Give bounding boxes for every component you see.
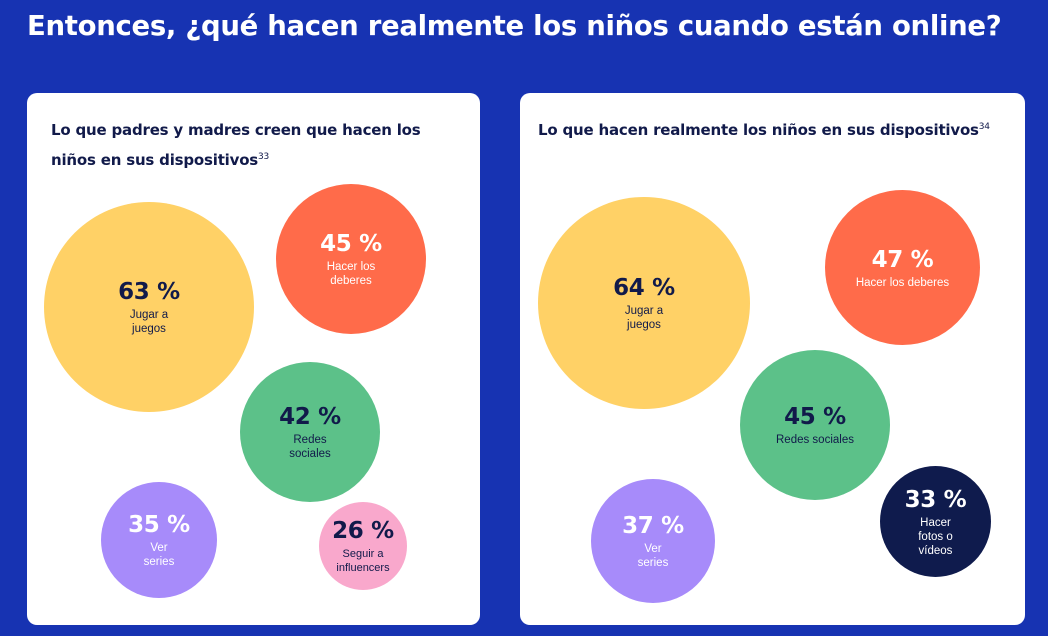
bubble-jugar-a-juegos: 64 % Jugar a juegos: [538, 197, 750, 409]
bubble-value: 42 %: [279, 404, 341, 430]
page-title: Entonces, ¿qué hacen realmente los niños…: [27, 10, 1002, 42]
bubble-hacer-los-deberes: 47 % Hacer los deberes: [825, 190, 980, 345]
bubble-value: 64 %: [613, 275, 675, 301]
bubble-redes-sociales: 45 % Redes sociales: [740, 350, 890, 500]
actual-activities-panel: Lo que hacen realmente los niños en sus …: [520, 93, 1025, 625]
bubble-value: 47 %: [871, 246, 934, 273]
bubble-label: Ver series: [637, 543, 669, 569]
bubble-value: 37 %: [622, 513, 684, 539]
bubble-value: 26 %: [332, 518, 394, 544]
bubble-redes-sociales: 42 % Redes sociales: [240, 362, 380, 502]
footnote-marker: 34: [978, 122, 990, 132]
panel-title-text: Lo que padres y madres creen que hacen l…: [51, 121, 421, 169]
bubble-hacer-fotos-o-videos: 33 % Hacer fotos o vídeos: [880, 466, 991, 577]
bubble-value: 45 %: [784, 404, 846, 430]
bubble-jugar-a-juegos: 63 % Jugar a juegos: [44, 202, 254, 412]
bubble-value: 45 %: [320, 231, 382, 257]
bubble-label: Jugar a juegos: [129, 309, 169, 335]
bubble-label: Redes sociales: [776, 434, 854, 446]
footnote-marker: 33: [258, 152, 270, 162]
panel-title: Lo que padres y madres creen que hacen l…: [51, 115, 431, 175]
bubble-ver-series: 37 % Ver series: [591, 479, 715, 603]
bubble-hacer-los-deberes: 45 % Hacer los deberes: [276, 184, 426, 334]
bubble-value: 33 %: [904, 486, 967, 513]
bubble-value: 35 %: [128, 512, 190, 538]
bubble-seguir-a-influencers: 26 % Seguir a influencers: [319, 502, 407, 590]
bubble-label: Ver series: [143, 542, 175, 568]
bubble-ver-series: 35 % Ver series: [101, 482, 217, 598]
bubble-label: Jugar a juegos: [624, 305, 664, 331]
bubble-label: Seguir a influencers: [336, 548, 390, 574]
panel-title: Lo que hacen realmente los niños en sus …: [538, 115, 990, 145]
bubble-value: 63 %: [118, 279, 180, 305]
perceived-activities-panel: Lo que padres y madres creen que hacen l…: [27, 93, 480, 625]
panel-title-text: Lo que hacen realmente los niños en sus …: [538, 121, 979, 139]
bubble-label: Hacer fotos o vídeos: [918, 516, 953, 557]
bubble-label: Redes sociales: [289, 434, 331, 460]
bubble-label: Hacer los deberes: [855, 276, 950, 289]
bubble-label: Hacer los deberes: [326, 261, 376, 287]
